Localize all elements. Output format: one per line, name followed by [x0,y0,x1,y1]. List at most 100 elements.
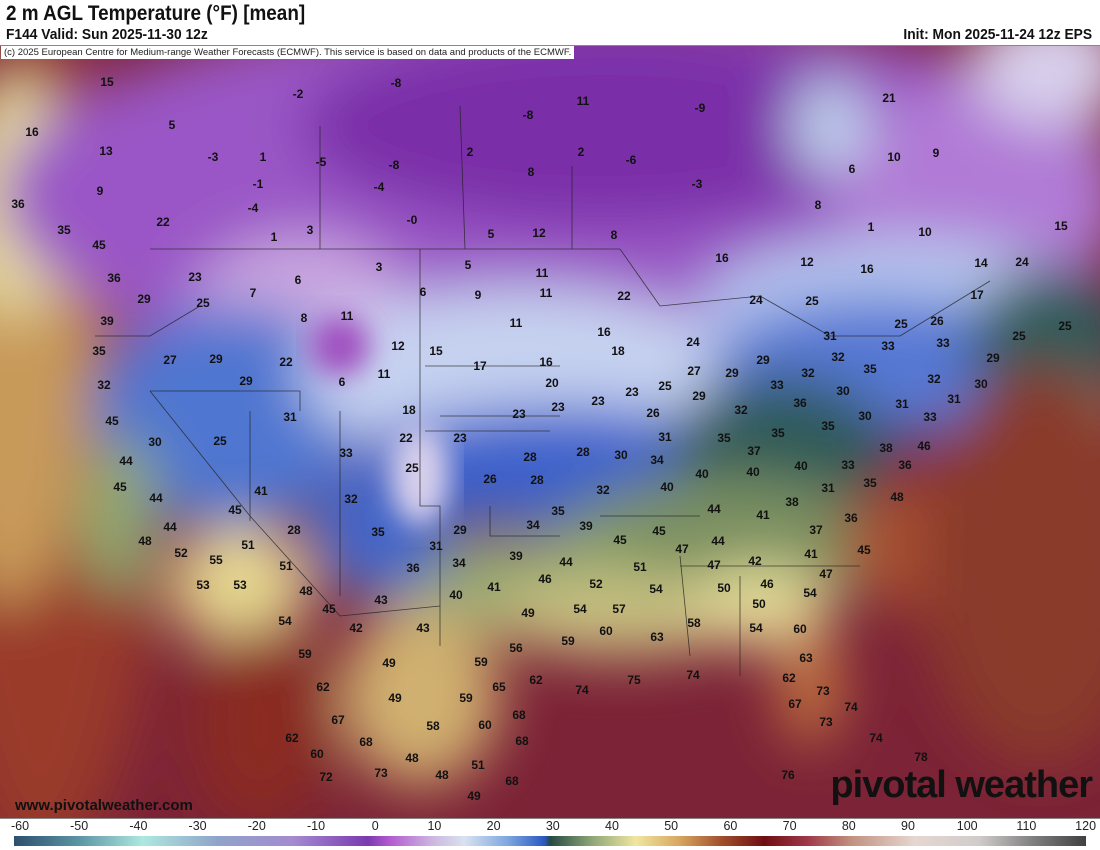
temperature-label: 37 [809,523,823,537]
temperature-label: 40 [794,459,808,473]
temperature-label: 35 [863,362,877,376]
temperature-label: 23 [453,431,467,445]
temperature-label: 32 [831,350,845,364]
temperature-label: 44 [149,491,163,505]
temperature-label: 75 [627,673,641,687]
temperature-label: 36 [844,511,858,525]
temperature-label: -6 [625,153,637,167]
temperature-label: 9 [96,184,104,198]
temperature-label: 8 [610,228,618,242]
temperature-label: 16 [597,325,611,339]
temperature-label: 28 [530,473,544,487]
temperature-label: 6 [848,162,856,176]
temperature-label: 2 [577,145,585,159]
temperature-label: 3 [375,260,383,274]
temperature-label: 33 [841,458,855,472]
temperature-label: 20 [545,376,559,390]
temperature-label: 10 [918,225,932,239]
temperature-label: 63 [799,651,813,665]
temperature-label: 32 [596,483,610,497]
temperature-label: 28 [287,523,301,537]
temperature-label: 40 [695,467,709,481]
temperature-label: 48 [299,584,313,598]
temperature-label: 23 [591,394,605,408]
temperature-label: 41 [804,547,818,561]
temperature-label: 28 [576,445,590,459]
temperature-label: 13 [99,144,113,158]
colorbar-tick: 70 [782,819,797,833]
temperature-label: 36 [406,561,420,575]
temperature-label: 44 [711,534,725,548]
temperature-map[interactable]: 15 -8 5 -2 -8 11 -9 21 16 13 -3 1 -5 -8 2 2 -6 6 10 9 9 -1 -4 8… [0,45,1100,820]
temperature-label: 5 [464,258,472,272]
temperature-label: 30 [836,384,850,398]
map-title: 2 m AGL Temperature (°F) [mean] [6,2,306,25]
temperature-label: 25 [894,317,908,331]
temperature-label: 74 [575,683,589,697]
temperature-label: 46 [917,439,931,453]
temperature-label: 35 [821,419,835,433]
temperature-label: 1 [867,220,875,234]
temperature-label: 45 [105,414,119,428]
temperature-label: 10 [887,150,901,164]
temperature-label: 43 [374,593,388,607]
temperature-label: 45 [857,543,871,557]
temperature-label: 35 [863,476,877,490]
temperature-label: 31 [283,410,297,424]
watermark-url[interactable]: www.pivotalweather.com [15,797,193,814]
temperature-label: 49 [388,691,402,705]
copyright-notice: (c) 2025 European Centre for Medium-rang… [1,46,575,59]
temperature-label: 41 [487,580,501,594]
temperature-label: 12 [800,255,814,269]
temperature-label: 40 [660,480,674,494]
temperature-label: 22 [617,289,631,303]
temperature-label: 35 [717,431,731,445]
temperature-label: 60 [478,718,492,732]
temperature-label: -9 [694,101,706,115]
temperature-label: 67 [788,697,802,711]
temperature-label: 17 [473,359,487,373]
temperature-label: 23 [512,407,526,421]
temperature-label: 65 [492,680,506,694]
temperature-label: 29 [453,523,467,537]
temperature-label: 45 [92,238,106,252]
temperature-label: 68 [512,708,526,722]
temperature-label: 35 [57,223,71,237]
temperature-label: 35 [771,426,785,440]
temperature-label: 30 [858,409,872,423]
temperature-label: 44 [119,454,133,468]
valid-time: F144 Valid: Sun 2025-11-30 12z [6,26,208,43]
temperature-label: 54 [749,621,763,635]
temperature-label: 60 [310,747,324,761]
temperature-label: 52 [589,577,603,591]
colorbar-tick: -40 [129,819,148,833]
temperature-label: 16 [539,355,553,369]
temperature-label: 29 [756,353,770,367]
temperature-label: 35 [371,525,385,539]
temperature-label: 48 [890,490,904,504]
temperature-label: 41 [756,508,770,522]
temperature-label: 15 [1054,219,1068,233]
temperature-label: 47 [819,567,833,581]
temperature-label: 78 [914,750,928,764]
temperature-label: 6 [419,285,427,299]
temperature-label: 15 [100,75,114,89]
colorbar-tick: -50 [70,819,89,833]
temperature-label: 33 [923,410,937,424]
temperature-label: -4 [247,201,259,215]
temperature-label: 25 [213,434,227,448]
temperature-label: 26 [930,314,944,328]
temperature-label: 36 [793,396,807,410]
temperature-label: 21 [882,91,896,105]
colorbar-tick: 90 [901,819,915,833]
temperature-label: 38 [879,441,893,455]
temperature-label: -8 [388,158,400,172]
temperature-label: 11 [535,266,549,280]
temperature-label: 29 [692,389,706,403]
temperature-label: 54 [278,614,292,628]
colorbar-tick: -10 [306,819,326,833]
temperature-label: 40 [746,465,760,479]
temperature-label: -3 [691,177,703,191]
temperature-label: 74 [869,731,883,745]
temperature-label: 31 [429,539,443,553]
